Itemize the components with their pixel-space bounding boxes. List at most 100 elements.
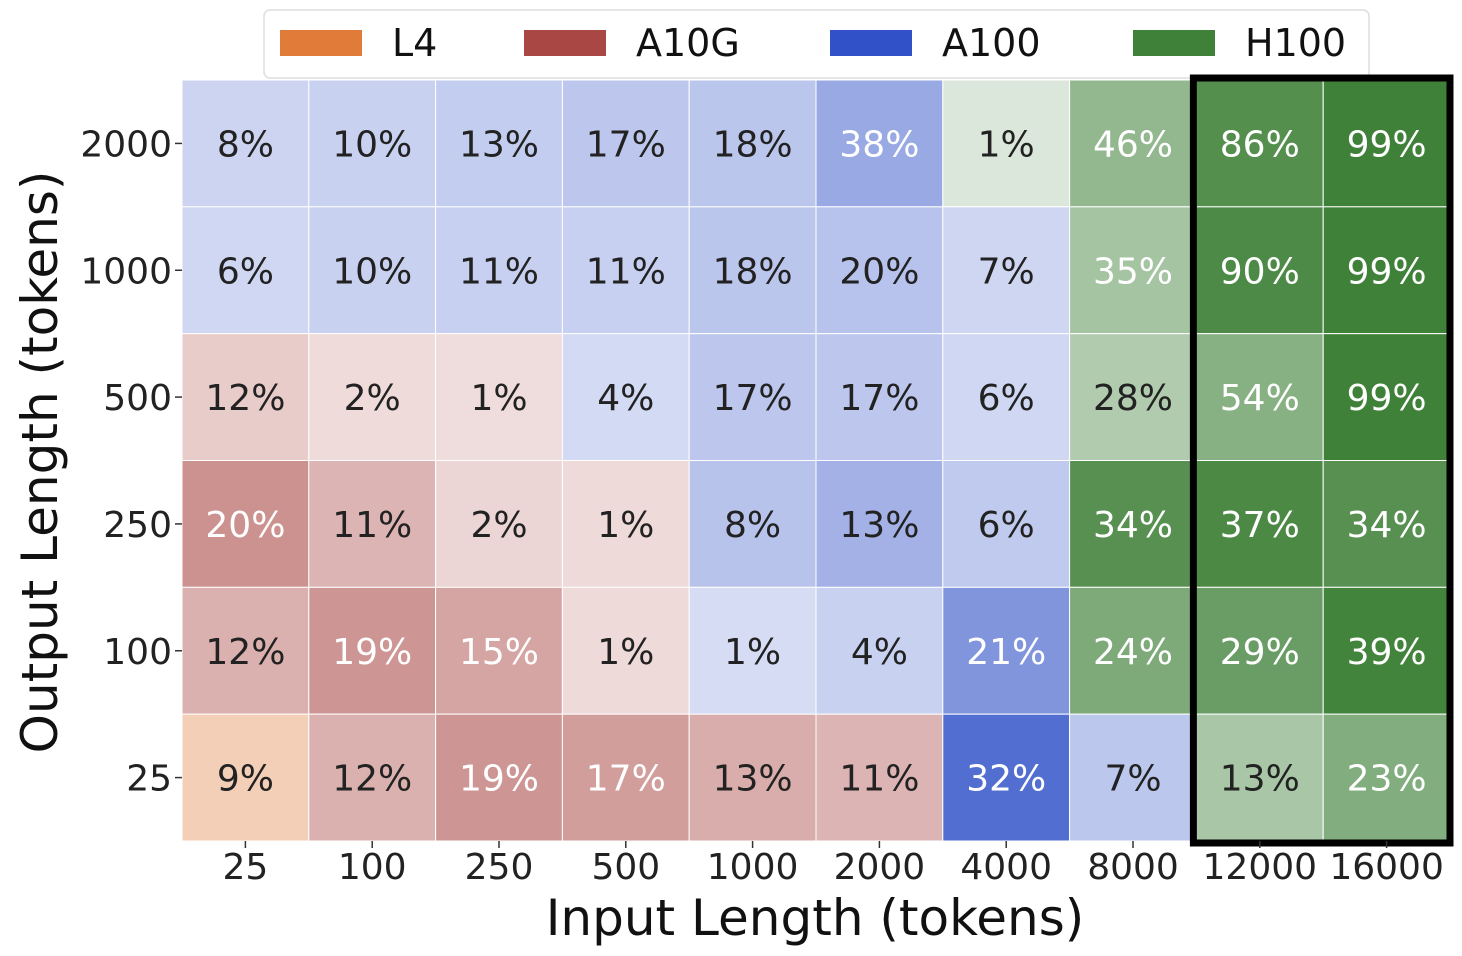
cell-label: 4% [597,378,654,419]
legend-label: H100 [1245,21,1346,65]
highlight-box [1189,74,1454,847]
cell-label: 4% [851,632,908,673]
cell-label: 1% [724,632,781,673]
heatmap-cell [1322,333,1451,461]
y-tick-label: 25 [126,759,172,800]
heatmap-cell [435,206,563,335]
heatmap-cell [1069,206,1197,335]
cell-label: 18% [713,251,793,292]
cell-label: 20% [205,505,285,546]
legend-swatch [1133,30,1215,56]
cell-label: 46% [1093,124,1173,165]
heatmap-cell [1195,586,1324,715]
heatmap-cell [181,79,310,208]
heatmap-cell [435,333,563,461]
heatmap-cell [688,206,817,335]
heatmap-cell [561,460,690,588]
cell-label: 99% [1347,124,1427,165]
cell-label: 99% [1347,251,1427,292]
x-tick-label: 100 [338,847,407,888]
legend-swatch [830,30,912,56]
heatmap-cell [942,206,1071,335]
x-tick-label: 4000 [960,847,1052,888]
cell-label: 7% [1104,759,1161,800]
heatmap-cell [1069,460,1197,588]
cell-label: 17% [586,124,666,165]
cell-label: 6% [978,505,1035,546]
heatmap-cell [561,206,690,335]
legend-label: A100 [942,21,1041,65]
cell-label: 15% [459,632,539,673]
heatmap-cell [181,333,310,461]
legend-label: A10G [636,21,740,65]
heatmap-cell [435,713,563,842]
heatmap-cell [308,333,437,461]
cell-label: 32% [966,759,1046,800]
heatmap-cell [308,206,437,335]
heatmap-cell [308,586,437,715]
y-tick-label: 1000 [80,251,172,292]
heatmap-cells: 8% 10% 13% 17% 18% 38% 1% 46% 86% 99% 6% 10% 11% 11% 1… [181,79,1451,842]
cell-label: 11% [332,505,412,546]
legend-swatch [524,30,606,56]
cell-label: 23% [1347,759,1427,800]
cell-label: 11% [839,759,919,800]
heatmap-cell [1195,713,1324,842]
cell-label: 90% [1220,251,1300,292]
heatmap-cell [815,333,944,461]
heatmap-cell [815,586,944,715]
heatmap-cell [688,586,817,715]
cell-label: 19% [332,632,412,673]
heatmap-cell [1322,713,1451,842]
cell-label: 21% [966,632,1046,673]
cell-label: 28% [1093,378,1173,419]
cell-label: 1% [597,632,654,673]
y-tick-label: 250 [103,505,172,546]
cell-label: 10% [332,124,412,165]
heatmap-cell [688,713,817,842]
cell-label: 29% [1220,632,1300,673]
cell-label: 2% [344,378,401,419]
heatmap-cell [308,713,437,842]
y-tick-label: 500 [103,378,172,419]
x-tick-label: 500 [591,847,660,888]
heatmap-cell [688,333,817,461]
cell-label: 1% [597,505,654,546]
heatmap-cell [688,460,817,588]
x-tick-label: 2000 [834,847,926,888]
heatmap-cell [1069,713,1197,842]
heatmap-cell [1195,333,1324,461]
y-tick-label: 100 [103,632,172,673]
cell-label: 9% [217,759,274,800]
cell-label: 17% [713,378,793,419]
heatmap-cell [1322,79,1451,208]
cell-label: 24% [1093,632,1173,673]
cell-label: 1% [978,124,1035,165]
cell-label: 20% [839,251,919,292]
heatmap-cell [308,79,437,208]
cell-label: 38% [839,124,919,165]
heatmap-cell [181,586,310,715]
x-tick-label: 8000 [1087,847,1179,888]
legend-frame [263,9,1370,79]
heatmap-cell [815,713,944,842]
heatmap-cell [942,586,1071,715]
x-tick-label: 16000 [1329,847,1444,888]
cell-label: 13% [839,505,919,546]
heatmap-cell [942,79,1071,208]
cell-label: 17% [586,759,666,800]
heatmap-cell [815,460,944,588]
heatmap-cell [1069,79,1197,208]
x-tick-label: 12000 [1203,847,1318,888]
y-axis-ticks: 2000 1000 500 250 100 25 [80,124,182,800]
cell-label: 86% [1220,124,1300,165]
heatmap-cell [1322,206,1451,335]
cell-label: 12% [205,378,285,419]
legend: L4 A10G A100 H100 [263,9,1370,79]
highlight-group [1189,74,1454,847]
cell-label: 7% [978,251,1035,292]
cell-label: 19% [459,759,539,800]
cell-label: 13% [459,124,539,165]
heatmap-cell [815,206,944,335]
